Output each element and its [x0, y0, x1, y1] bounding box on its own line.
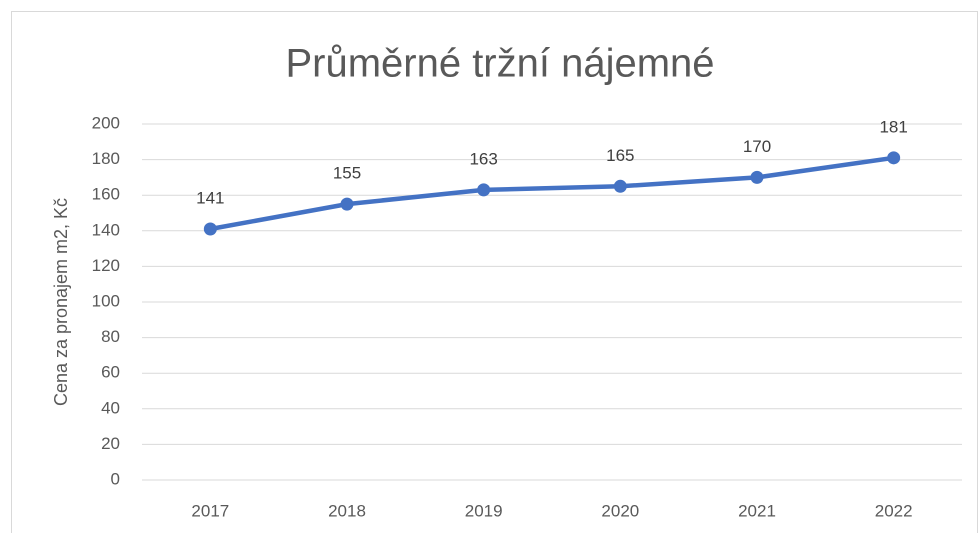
data-label: 163	[469, 149, 497, 168]
marker	[340, 197, 354, 211]
y-tick-label: 20	[101, 434, 120, 453]
chart-title: Průměrné tržní nájemné	[285, 42, 714, 86]
data-label: 155	[333, 164, 361, 183]
x-tick-label: 2021	[738, 501, 776, 520]
y-tick-label: 40	[101, 398, 120, 417]
data-label: 181	[879, 117, 907, 136]
line	[208, 155, 896, 232]
data-label: 165	[606, 146, 634, 165]
marker	[203, 222, 217, 236]
x-tick-label: 2020	[601, 501, 639, 520]
y-tick-label: 80	[101, 327, 120, 346]
marker	[750, 170, 764, 184]
marker	[613, 179, 627, 193]
data-label: 141	[196, 189, 224, 208]
x-tick-label: 2022	[875, 501, 913, 520]
marker	[887, 151, 901, 165]
y-tick-label: 160	[92, 185, 120, 204]
y-tick-label: 180	[92, 149, 120, 168]
y-tick-label: 60	[101, 363, 120, 382]
data-label: 170	[743, 137, 771, 156]
chart-frame	[11, 11, 978, 533]
y-tick-label: 120	[92, 256, 120, 275]
x-tick-label: 2019	[465, 501, 503, 520]
y-axis-title: Cena za pronajem m2, Kč	[51, 198, 71, 406]
marker	[477, 183, 491, 197]
y-tick-label: 200	[92, 113, 120, 132]
x-tick-label: 2017	[191, 501, 229, 520]
y-tick-label: 100	[92, 291, 120, 310]
y-tick-label: 140	[92, 220, 120, 239]
x-tick-label: 2018	[328, 501, 366, 520]
y-tick-label: 0	[111, 469, 120, 488]
